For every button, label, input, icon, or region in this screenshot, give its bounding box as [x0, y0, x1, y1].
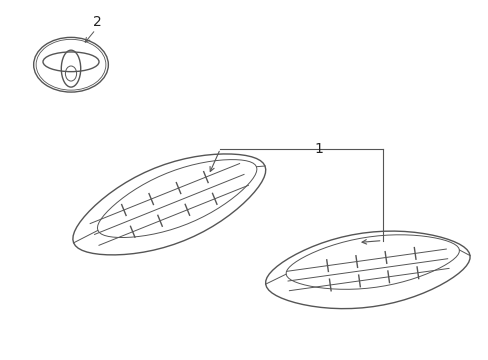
Text: 2: 2	[93, 15, 102, 29]
Text: 1: 1	[314, 142, 323, 156]
